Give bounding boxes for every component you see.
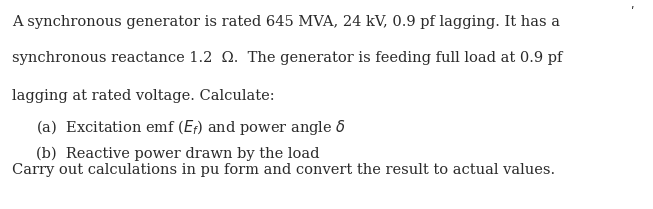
Text: synchronous reactance 1.2  Ω.  The generator is feeding full load at 0.9 pf: synchronous reactance 1.2 Ω. The generat… [12, 51, 562, 65]
Text: A synchronous generator is rated 645 MVA, 24 kV, 0.9 pf lagging. It has a: A synchronous generator is rated 645 MVA… [12, 15, 560, 29]
Text: Carry out calculations in pu form and convert the result to actual values.: Carry out calculations in pu form and co… [12, 163, 555, 177]
Text: (b)  Reactive power drawn by the load: (b) Reactive power drawn by the load [36, 146, 319, 161]
Text: (a)  Excitation emf ($E_f$) and power angle $\delta$: (a) Excitation emf ($E_f$) and power ang… [36, 118, 346, 137]
Text: lagging at rated voltage. Calculate:: lagging at rated voltage. Calculate: [12, 89, 274, 103]
Text: ʹ: ʹ [630, 6, 633, 19]
